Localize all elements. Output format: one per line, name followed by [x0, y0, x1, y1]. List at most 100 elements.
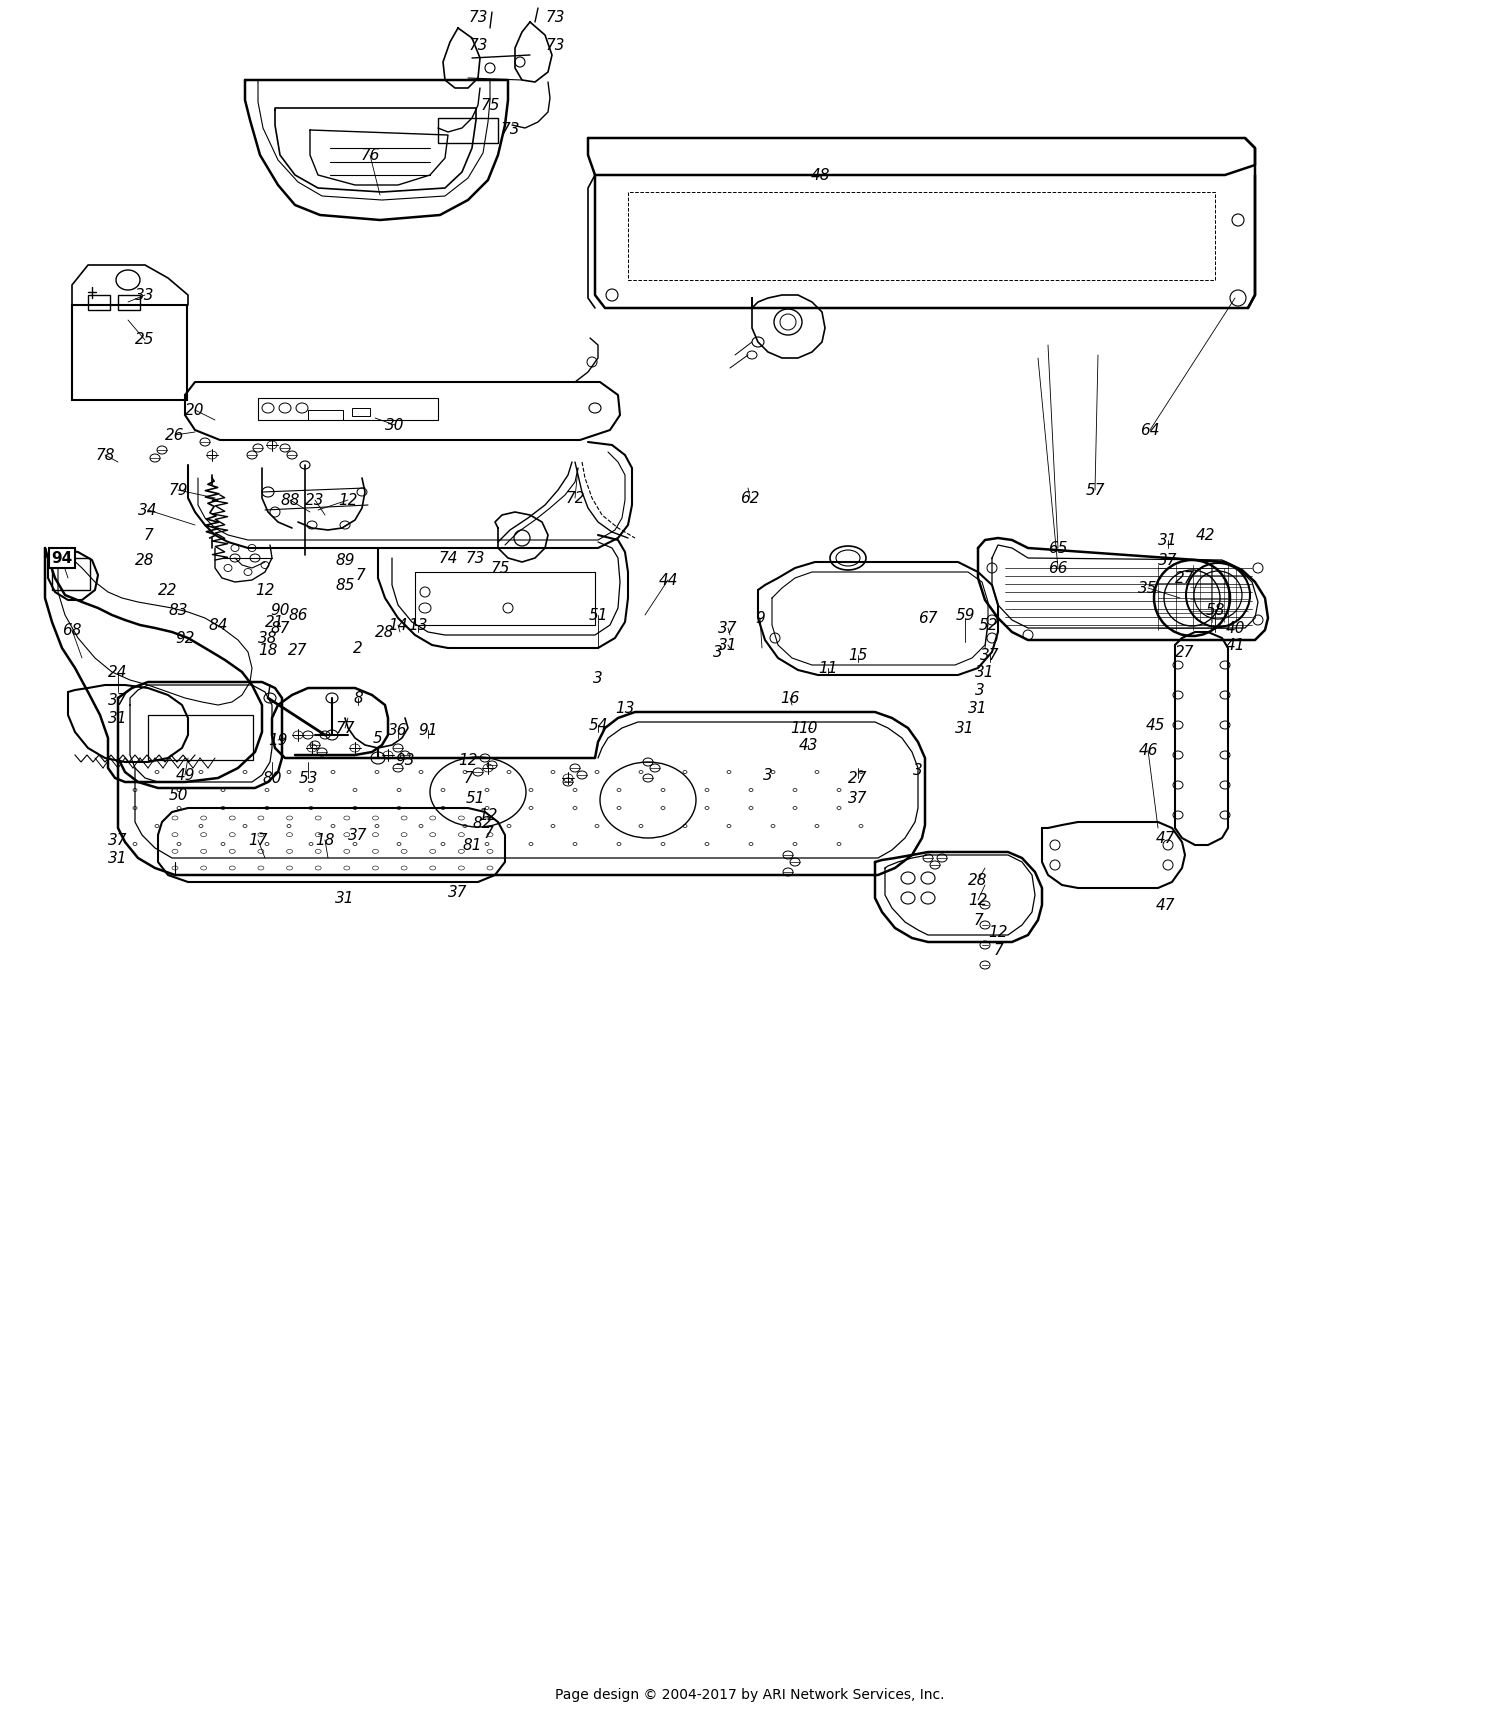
Text: 48: 48: [810, 168, 830, 182]
Text: 52: 52: [978, 618, 998, 632]
Text: 23: 23: [306, 493, 324, 508]
Text: 14: 14: [388, 618, 408, 632]
Bar: [72, 306, 188, 400]
Text: 10: 10: [798, 721, 818, 735]
Text: 7: 7: [356, 568, 364, 582]
Text: 64: 64: [1140, 422, 1160, 438]
Text: 24: 24: [108, 664, 128, 680]
Text: 15: 15: [849, 647, 867, 663]
Text: 73: 73: [468, 10, 488, 26]
Text: 3: 3: [914, 762, 922, 778]
Text: 3: 3: [975, 682, 986, 697]
Text: 31: 31: [718, 637, 738, 652]
Text: 78: 78: [96, 448, 114, 462]
Text: 79: 79: [168, 482, 188, 498]
Text: 28: 28: [969, 872, 987, 888]
Text: 45: 45: [1146, 718, 1164, 733]
Text: 12: 12: [255, 582, 274, 598]
Text: 7: 7: [142, 527, 153, 543]
Text: 68: 68: [62, 623, 81, 637]
Text: 31: 31: [1158, 532, 1178, 548]
Text: 42: 42: [1196, 527, 1215, 543]
Text: 3: 3: [592, 671, 603, 685]
Text: 13: 13: [615, 701, 634, 716]
Text: 37: 37: [1158, 553, 1178, 568]
Text: 51: 51: [465, 790, 484, 805]
Text: 90: 90: [270, 603, 290, 618]
Text: 62: 62: [741, 491, 759, 505]
Text: 28: 28: [375, 625, 394, 639]
Text: 53: 53: [298, 771, 318, 785]
Text: 54: 54: [588, 718, 608, 733]
Text: 37: 37: [718, 620, 738, 635]
Text: 72: 72: [566, 491, 585, 505]
Text: 88: 88: [280, 493, 300, 508]
Text: 57: 57: [1084, 482, 1104, 498]
Bar: [72, 306, 188, 400]
Text: 31: 31: [108, 711, 128, 726]
Text: 27: 27: [1176, 570, 1194, 585]
Bar: [88, 295, 110, 311]
Text: 30: 30: [386, 417, 405, 433]
Bar: [438, 118, 498, 143]
Text: 16: 16: [780, 690, 800, 706]
Text: 13: 13: [408, 618, 428, 632]
Text: 46: 46: [1138, 742, 1158, 757]
Text: 80: 80: [262, 771, 282, 785]
Text: 65: 65: [1048, 541, 1068, 556]
Text: 37: 37: [348, 828, 368, 843]
Text: 47: 47: [1155, 898, 1174, 912]
Text: 73: 73: [546, 10, 564, 26]
Text: 94: 94: [51, 551, 72, 565]
Text: 20: 20: [186, 402, 204, 417]
Bar: [308, 410, 344, 421]
Text: 7: 7: [974, 912, 982, 927]
Text: 21: 21: [266, 615, 285, 630]
Text: Page design © 2004-2017 by ARI Network Services, Inc.: Page design © 2004-2017 by ARI Network S…: [555, 1688, 945, 1702]
Text: 36: 36: [388, 723, 408, 738]
Text: 86: 86: [288, 608, 308, 623]
Text: 12: 12: [339, 493, 357, 508]
Text: 11: 11: [819, 661, 837, 675]
Text: 17: 17: [249, 833, 267, 848]
Text: 37: 37: [108, 692, 128, 707]
Text: 49: 49: [176, 767, 195, 783]
Text: 1: 1: [790, 721, 800, 735]
Text: 84: 84: [209, 618, 228, 632]
Text: 76: 76: [360, 148, 380, 163]
Bar: [148, 714, 254, 761]
Text: 5: 5: [374, 730, 382, 745]
Text: 41: 41: [1226, 637, 1245, 652]
Text: 81: 81: [462, 838, 482, 853]
Text: 93: 93: [396, 752, 414, 767]
Text: 31: 31: [956, 721, 975, 735]
Text: 51: 51: [588, 608, 608, 623]
Text: 75: 75: [480, 98, 500, 113]
Text: 35: 35: [1138, 580, 1158, 596]
Text: 67: 67: [918, 611, 938, 625]
Text: 9: 9: [754, 611, 765, 625]
Text: 7: 7: [483, 826, 494, 841]
Text: 12: 12: [969, 893, 987, 908]
Text: 12: 12: [478, 807, 498, 822]
Text: 74: 74: [438, 551, 458, 565]
Text: 38: 38: [258, 630, 278, 646]
Text: 3: 3: [764, 767, 772, 783]
Text: 73: 73: [546, 38, 564, 53]
Text: 22: 22: [159, 582, 177, 598]
Text: 26: 26: [165, 428, 184, 443]
Text: 7: 7: [464, 771, 472, 785]
Text: 59: 59: [956, 608, 975, 623]
Text: 31: 31: [108, 850, 128, 865]
Text: 12: 12: [459, 752, 477, 767]
Bar: [258, 398, 438, 421]
Text: 58: 58: [1206, 603, 1224, 618]
Text: 7: 7: [993, 943, 1004, 958]
Text: 83: 83: [168, 603, 188, 618]
Text: 31: 31: [975, 664, 994, 680]
Text: 18: 18: [315, 833, 334, 848]
Text: 37: 37: [849, 790, 867, 805]
Text: 73: 73: [465, 551, 484, 565]
Text: 31: 31: [336, 891, 354, 905]
Text: 3: 3: [712, 644, 723, 659]
